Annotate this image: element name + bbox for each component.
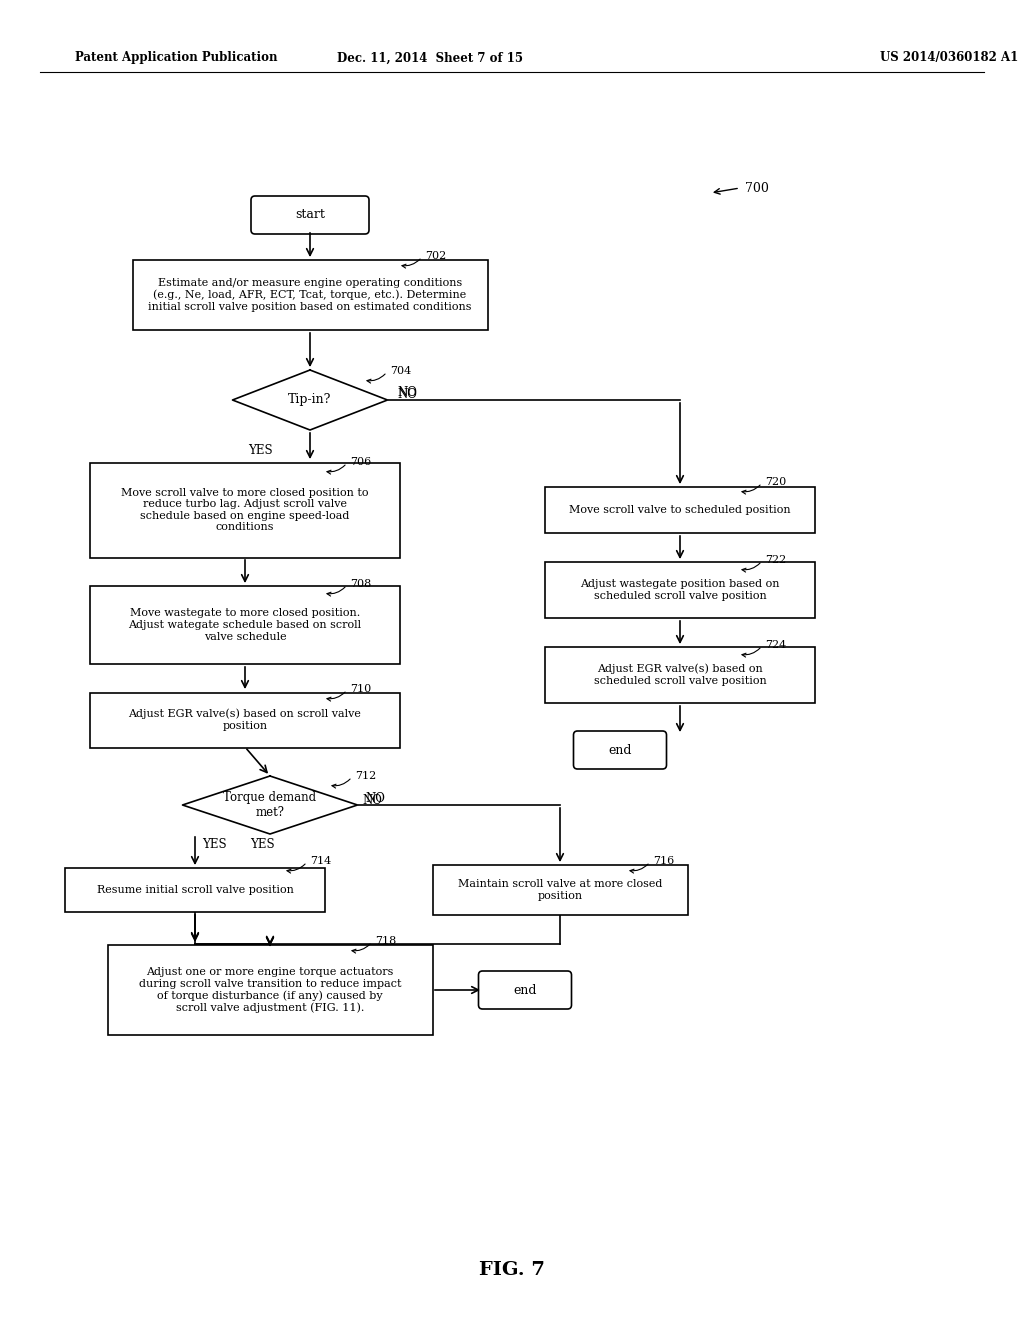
Text: 718: 718: [375, 936, 396, 946]
Bar: [545, 487, 815, 533]
Bar: [108, 945, 432, 1035]
Text: Maintain scroll valve at more closed
position: Maintain scroll valve at more closed pos…: [458, 879, 663, 900]
Bar: [545, 647, 815, 704]
Text: 706: 706: [350, 457, 372, 467]
Text: 710: 710: [350, 684, 372, 694]
Text: 724: 724: [765, 640, 786, 649]
Text: NO: NO: [365, 792, 385, 804]
Bar: [545, 562, 815, 618]
FancyBboxPatch shape: [478, 972, 571, 1008]
Text: Adjust wastegate position based on
scheduled scroll valve position: Adjust wastegate position based on sched…: [581, 579, 779, 601]
Text: Move scroll valve to scheduled position: Move scroll valve to scheduled position: [569, 506, 791, 515]
Text: Tip-in?: Tip-in?: [289, 393, 332, 407]
Text: 702: 702: [425, 251, 446, 261]
FancyBboxPatch shape: [251, 195, 369, 234]
Polygon shape: [182, 776, 357, 834]
Bar: [432, 865, 687, 915]
Text: US 2014/0360182 A1: US 2014/0360182 A1: [880, 51, 1018, 65]
Text: NO: NO: [397, 388, 417, 400]
Text: Estimate and/or measure engine operating conditions
(e.g., Ne, load, AFR, ECT, T: Estimate and/or measure engine operating…: [148, 279, 472, 312]
Text: 708: 708: [350, 579, 372, 589]
Bar: [90, 586, 400, 664]
Text: NO: NO: [397, 387, 417, 400]
Text: end: end: [608, 743, 632, 756]
Text: Resume initial scroll valve position: Resume initial scroll valve position: [96, 884, 294, 895]
Text: Adjust EGR valve(s) based on
scheduled scroll valve position: Adjust EGR valve(s) based on scheduled s…: [594, 664, 766, 686]
Text: end: end: [513, 983, 537, 997]
Text: 722: 722: [765, 554, 786, 565]
Text: 700: 700: [745, 181, 769, 194]
Text: 704: 704: [390, 366, 412, 376]
Text: YES: YES: [250, 838, 274, 851]
Text: 714: 714: [310, 855, 331, 866]
Text: 712: 712: [355, 771, 376, 781]
Text: Dec. 11, 2014  Sheet 7 of 15: Dec. 11, 2014 Sheet 7 of 15: [337, 51, 523, 65]
Text: NO: NO: [362, 793, 382, 807]
Bar: [132, 260, 487, 330]
Bar: [65, 869, 325, 912]
Text: Move wastegate to more closed position.
Adjust wategate schedule based on scroll: Move wastegate to more closed position. …: [128, 609, 361, 642]
Text: YES: YES: [248, 444, 272, 457]
FancyBboxPatch shape: [573, 731, 667, 770]
Text: Move scroll valve to more closed position to
reduce turbo lag. Adjust scroll val: Move scroll valve to more closed positio…: [121, 487, 369, 532]
Text: start: start: [295, 209, 325, 222]
Bar: [90, 693, 400, 747]
Bar: [90, 462, 400, 557]
Text: FIG. 7: FIG. 7: [479, 1261, 545, 1279]
Polygon shape: [232, 370, 387, 430]
Text: Adjust one or more engine torque actuators
during scroll valve transition to red: Adjust one or more engine torque actuato…: [138, 968, 401, 1012]
Text: 716: 716: [653, 855, 674, 866]
Text: Adjust EGR valve(s) based on scroll valve
position: Adjust EGR valve(s) based on scroll valv…: [129, 709, 361, 731]
Text: 720: 720: [765, 477, 786, 487]
Text: Torque demand
met?: Torque demand met?: [223, 791, 316, 818]
Text: Patent Application Publication: Patent Application Publication: [75, 51, 278, 65]
Text: YES: YES: [202, 838, 226, 851]
